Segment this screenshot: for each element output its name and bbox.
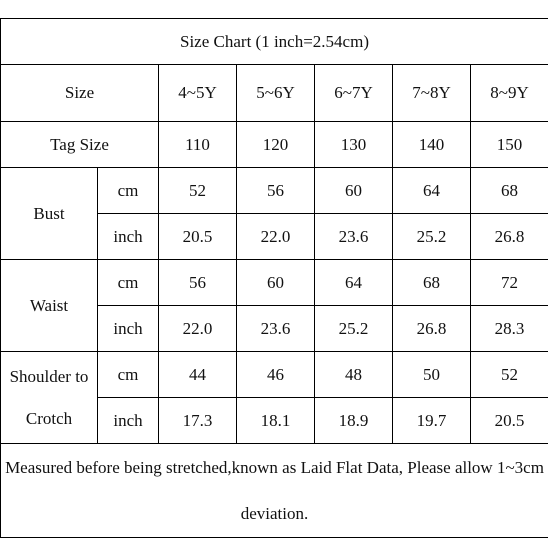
value-cell: 56 <box>158 259 237 306</box>
row-label: Tag Size <box>0 121 159 168</box>
size-table: Size Chart (1 inch=2.54cm) Size 4~5Y 5~6Y 6~… <box>0 18 548 538</box>
value-cell: 50 <box>392 351 471 398</box>
value-cell: 120 <box>236 121 315 168</box>
value-cell: 110 <box>158 121 237 168</box>
value-cell: 18.1 <box>236 397 315 444</box>
value-cell: 25.2 <box>392 213 471 260</box>
table-row: Bust cm 52 56 60 64 68 <box>0 167 548 260</box>
unit-cell: cm <box>97 167 159 214</box>
unit-cell: inch <box>97 305 159 352</box>
value-cell: 17.3 <box>158 397 237 444</box>
table-row: inch 17.3 18.1 18.9 19.7 20.5 <box>1 397 548 444</box>
value-cell: 20.5 <box>158 213 237 260</box>
measurement-label: Waist <box>0 259 98 352</box>
unit-cell: inch <box>97 213 159 260</box>
note: Measured before being stretched,known as… <box>0 443 548 538</box>
unit-cell: cm <box>97 351 159 398</box>
table-row: Size 4~5Y 5~6Y 6~7Y 7~8Y 8~9Y <box>0 64 548 122</box>
value-cell: 22.0 <box>236 213 315 260</box>
value-cell: 26.8 <box>470 213 548 260</box>
value-cell: 28.3 <box>470 305 548 352</box>
table-row: Measured before being stretched,known as… <box>0 443 548 538</box>
value-cell: 60 <box>314 167 393 214</box>
size-header: 8~9Y <box>470 64 548 122</box>
header-label: Size <box>0 64 159 122</box>
value-cell: 56 <box>236 167 315 214</box>
value-cell: 23.6 <box>236 305 315 352</box>
value-cell: 64 <box>314 259 393 306</box>
size-header: 7~8Y <box>392 64 471 122</box>
value-cell: 52 <box>470 351 548 398</box>
measurement-label: Shoulder to Crotch <box>0 351 98 444</box>
size-header: 5~6Y <box>236 64 315 122</box>
table-row: Size Chart (1 inch=2.54cm) <box>0 18 548 65</box>
size-header: 4~5Y <box>158 64 237 122</box>
value-cell: 68 <box>392 259 471 306</box>
table-row: inch 22.0 23.6 25.2 26.8 28.3 <box>1 305 548 352</box>
value-cell: 68 <box>470 167 548 214</box>
value-cell: 150 <box>470 121 548 168</box>
value-cell: 46 <box>236 351 315 398</box>
value-cell: 18.9 <box>314 397 393 444</box>
size-chart: Size Chart (1 inch=2.54cm) Size 4~5Y 5~6Y 6~… <box>0 18 548 538</box>
value-cell: 140 <box>392 121 471 168</box>
value-cell: 72 <box>470 259 548 306</box>
value-cell: 26.8 <box>392 305 471 352</box>
value-cell: 64 <box>392 167 471 214</box>
value-cell: 20.5 <box>470 397 548 444</box>
value-cell: 44 <box>158 351 237 398</box>
table-row: inch 20.5 22.0 23.6 25.2 26.8 <box>1 213 548 260</box>
value-cell: 25.2 <box>314 305 393 352</box>
unit-cell: inch <box>97 397 159 444</box>
value-cell: 23.6 <box>314 213 393 260</box>
table-row: Waist cm 56 60 64 68 72 <box>0 259 548 352</box>
size-header: 6~7Y <box>314 64 393 122</box>
table-row: Tag Size 110 120 130 140 150 <box>0 121 548 168</box>
table-title: Size Chart (1 inch=2.54cm) <box>0 18 548 65</box>
measurement-label: Bust <box>0 167 98 260</box>
value-cell: 130 <box>314 121 393 168</box>
value-cell: 19.7 <box>392 397 471 444</box>
value-cell: 22.0 <box>158 305 237 352</box>
table-row: Shoulder to Crotch cm 44 46 48 50 52 <box>0 351 548 444</box>
value-cell: 60 <box>236 259 315 306</box>
value-cell: 48 <box>314 351 393 398</box>
unit-cell: cm <box>97 259 159 306</box>
value-cell: 52 <box>158 167 237 214</box>
